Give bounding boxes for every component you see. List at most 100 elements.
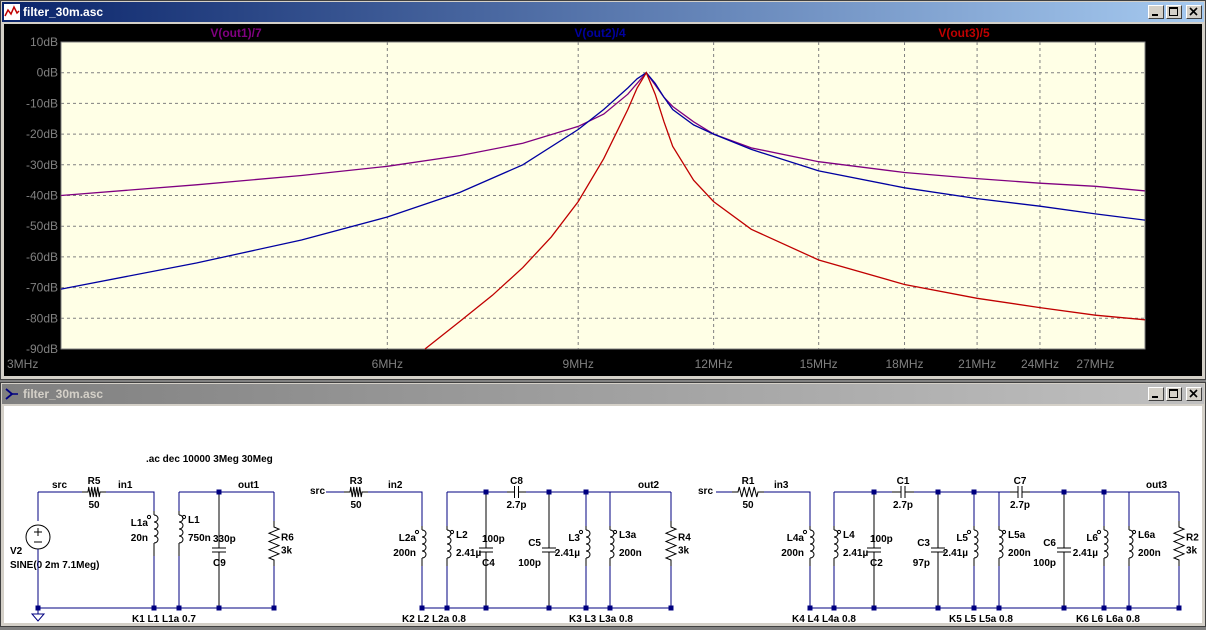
phase-dot (1001, 529, 1007, 535)
coupling-directive: K5 L5 L5a 0.8 (949, 614, 1013, 625)
resistor-r4[interactable] (664, 521, 678, 566)
capacitor-c4[interactable] (479, 492, 493, 608)
inductor-l4a[interactable] (802, 526, 815, 566)
plot-window[interactable]: filter_30m.asc 10dB 0dB -10dB -20dB -30dB -40… (0, 0, 1206, 380)
component-name: C1 (897, 476, 910, 487)
schematic-canvas[interactable]: .ac dec 10000 3Meg 30Meg R5 50 src in1 V2 SINE… (4, 406, 1202, 625)
inductor-l1[interactable] (178, 511, 187, 556)
waveform-plot[interactable]: 10dB 0dB -10dB -20dB -30dB -40dB -50dB -60dB -70… (4, 24, 1202, 378)
capacitor-symbol (507, 486, 526, 498)
close-icon (1189, 389, 1198, 398)
maximize-button[interactable] (1166, 387, 1182, 401)
net-label: src (698, 486, 713, 497)
inductor-l6a[interactable] (1128, 526, 1137, 566)
inductor-l6[interactable] (1096, 526, 1109, 566)
component-name: C5 (528, 538, 541, 549)
capacitor-c2[interactable] (867, 492, 881, 608)
capacitor-c1[interactable] (892, 486, 914, 498)
resistor-r5[interactable] (82, 486, 106, 498)
component-name: L2 (456, 530, 468, 541)
component-name: L5 (956, 533, 968, 544)
maximize-button[interactable] (1166, 5, 1182, 19)
node-marker (996, 605, 1002, 611)
component-name: R4 (678, 533, 691, 544)
plot-grid (60, 41, 1145, 350)
component-name: L4 (843, 530, 855, 541)
coupling-directive: K4 L4 L4a 0.8 (792, 614, 856, 625)
minimize-icon (1152, 14, 1158, 16)
y-tick-label: -10dB (26, 96, 58, 110)
phase-dot (449, 529, 455, 535)
minimize-icon (1152, 396, 1158, 398)
component-name: L2a (399, 533, 417, 544)
plot-window-title: filter_30m.asc (23, 5, 104, 19)
inductor-l4[interactable] (833, 526, 842, 566)
component-name: C6 (1043, 538, 1056, 549)
trace-label[interactable]: V(out3)/5 (938, 26, 990, 40)
inductor-l1a[interactable] (146, 511, 159, 556)
y-tick-label: -20dB (26, 127, 58, 141)
resistor-r2[interactable] (1172, 521, 1186, 566)
node-marker (176, 605, 182, 611)
net-label: in3 (774, 480, 789, 491)
inductor-symbol (1103, 526, 1109, 566)
wire[interactable] (368, 491, 423, 526)
inductor-l3a[interactable] (609, 526, 618, 566)
inductor-l5a[interactable] (998, 526, 1007, 566)
capacitor-c6[interactable] (1057, 492, 1071, 608)
capacitor-c8[interactable] (507, 486, 526, 498)
schematic-title-bar[interactable]: filter_30m.asc (2, 384, 1204, 404)
x-tick-label: 3MHz (7, 357, 38, 371)
component-name: C9 (213, 558, 226, 569)
inductor-l3[interactable] (578, 526, 591, 566)
resistor-symbol (664, 521, 678, 566)
plot-area[interactable]: 10dB 0dB -10dB -20dB -30dB -40dB -50dB -60dB -70… (4, 24, 1202, 376)
y-tick-label: -30dB (26, 158, 58, 172)
inductor-l2a[interactable] (414, 526, 427, 566)
component-value: 100p (482, 534, 505, 545)
component-value: 200n (1138, 548, 1161, 559)
x-tick-label: 18MHz (886, 357, 924, 371)
trace-label[interactable]: V(out1)/7 (210, 26, 262, 40)
wire[interactable] (106, 491, 155, 511)
resistor-r1[interactable] (732, 486, 764, 498)
capacitor-c3[interactable] (931, 492, 945, 608)
capacitor-c9[interactable] (212, 492, 226, 608)
trace-labels[interactable]: V(out1)/7 V(out2)/4 V(out3)/5 (210, 26, 990, 40)
close-button[interactable] (1186, 5, 1202, 19)
node-marker (546, 605, 552, 611)
capacitor-c7[interactable] (1010, 486, 1030, 498)
net-label: out3 (1146, 480, 1168, 491)
capacitor-c5[interactable] (542, 492, 556, 608)
inductor-l2[interactable] (446, 526, 455, 566)
plot-title-bar[interactable]: filter_30m.asc (2, 2, 1204, 22)
inductor-symbol (585, 526, 591, 566)
component-name: L6 (1086, 533, 1098, 544)
phase-dot (836, 529, 842, 535)
component-value: 3k (281, 546, 293, 557)
phase-dot (966, 529, 972, 535)
inductor-l5[interactable] (966, 526, 979, 566)
close-button[interactable] (1186, 387, 1202, 401)
resistor-r3[interactable] (344, 486, 368, 498)
maximize-icon (1169, 7, 1178, 16)
source-polarity (34, 528, 42, 543)
capacitor-symbol (1010, 486, 1030, 498)
trace-label[interactable]: V(out2)/4 (574, 26, 626, 40)
schematic-window[interactable]: filter_30m.asc .ac dec 10000 3Meg 30Meg R… (0, 382, 1206, 627)
schematic-drawing[interactable]: .ac dec 10000 3Meg 30Meg R5 50 src in1 V2 SINE… (4, 406, 1202, 625)
node-marker (871, 605, 877, 611)
minimize-button[interactable] (1148, 5, 1164, 19)
wire[interactable] (764, 491, 811, 526)
voltage-source-v2[interactable] (25, 524, 51, 550)
minimize-button[interactable] (1148, 387, 1164, 401)
component-value: 200n (1008, 548, 1031, 559)
resistor-symbol (344, 486, 368, 498)
component-name: L6a (1138, 530, 1156, 541)
component-value: 750n (188, 533, 211, 544)
resistor-r6[interactable] (267, 521, 281, 566)
component-value: 3k (678, 546, 690, 557)
x-tick-label: 12MHz (695, 357, 733, 371)
ground-symbol (30, 613, 46, 622)
coupling-directive: K3 L3 L3a 0.8 (569, 614, 633, 625)
